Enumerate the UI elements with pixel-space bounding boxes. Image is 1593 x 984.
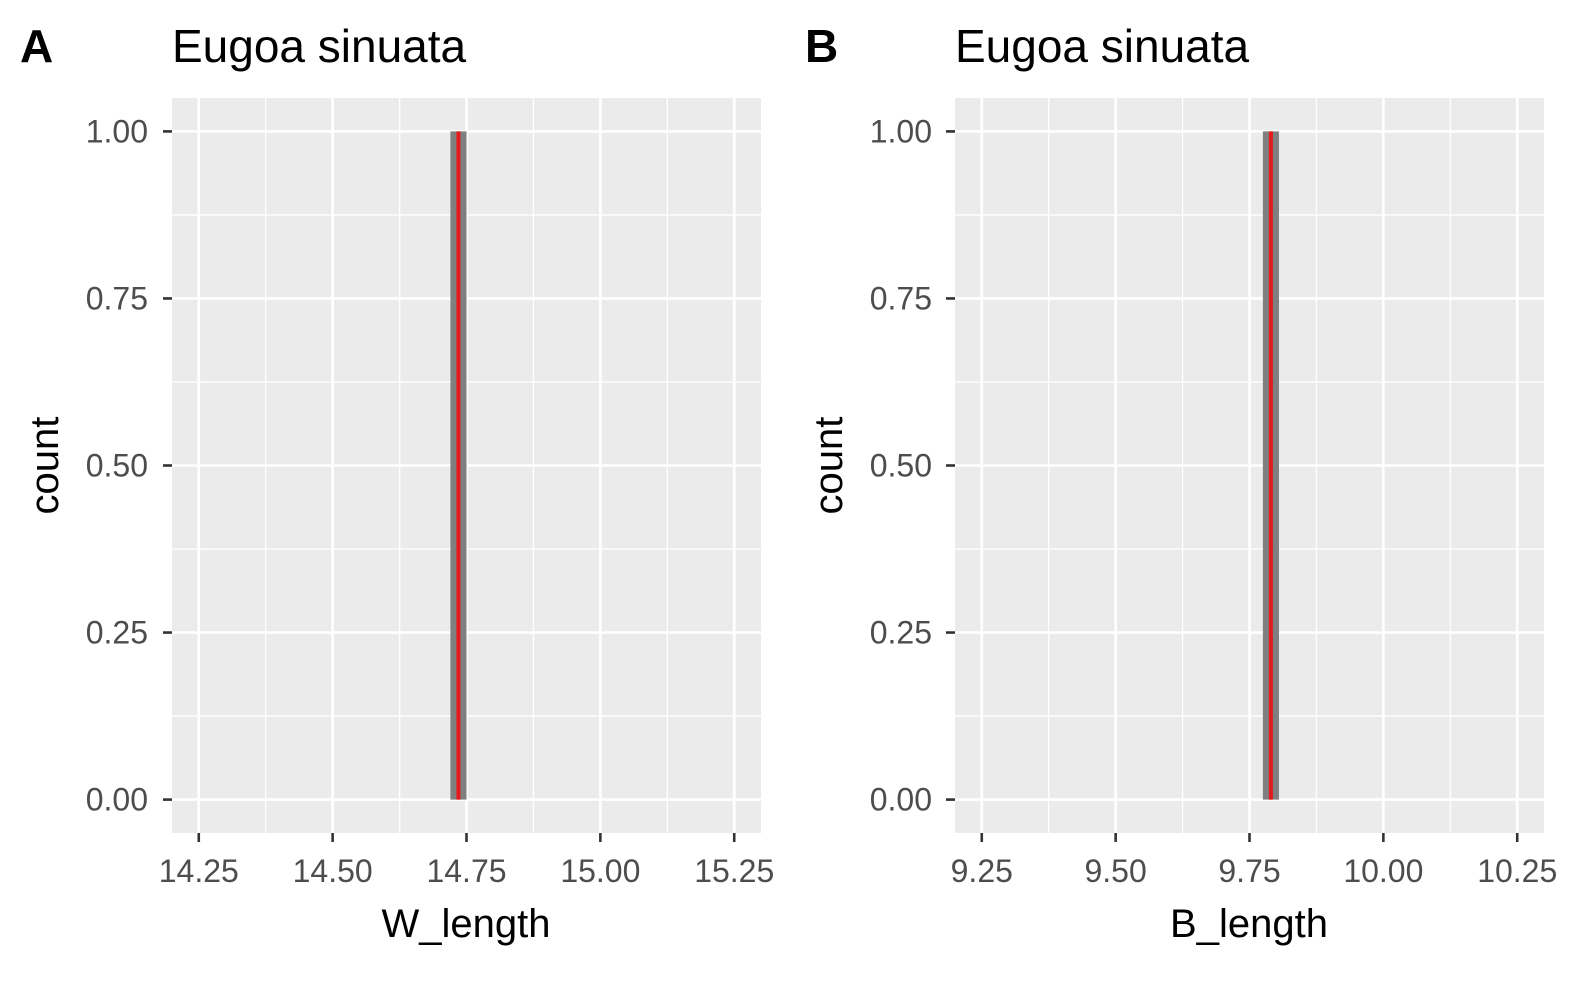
x-tick-label: 15.00	[560, 853, 640, 889]
y-tick-label: 1.00	[870, 113, 932, 149]
x-tick-label: 14.25	[159, 853, 239, 889]
y-tick-label: 0.50	[870, 448, 932, 484]
chart-panel-b: B Eugoa sinuata 0.00 0.25 0.50 0.75 1.00 9.25 9.…	[805, 20, 1557, 946]
y-tick-label: 0.25	[870, 615, 932, 651]
y-axis-title: count	[23, 417, 67, 515]
x-axis-title: W_length	[382, 902, 551, 946]
x-tick-label: 10.25	[1477, 853, 1557, 889]
chart-panel-a: A Eugoa sinuata 0.00 0.25 0.50 0.75 1.00 14.25 1…	[20, 20, 774, 946]
y-tick-label: 0.25	[86, 615, 148, 651]
panel-letter: B	[805, 20, 838, 72]
y-tick-label: 0.75	[86, 280, 148, 316]
y-tick-label: 0.50	[86, 448, 148, 484]
x-tick-label: 9.75	[1218, 853, 1280, 889]
x-tick-label: 14.75	[426, 853, 506, 889]
y-tick-label: 0.75	[870, 280, 932, 316]
chart-title: Eugoa sinuata	[955, 20, 1250, 72]
x-axis-title: B_length	[1170, 902, 1328, 946]
x-tick-label: 10.00	[1343, 853, 1423, 889]
y-tick-label: 1.00	[86, 113, 148, 149]
y-tick-label: 0.00	[86, 782, 148, 818]
y-tick-label: 0.00	[870, 782, 932, 818]
y-axis-title: count	[807, 417, 851, 515]
x-tick-label: 15.25	[694, 853, 774, 889]
chart-title: Eugoa sinuata	[172, 20, 467, 72]
panel-letter: A	[20, 20, 53, 72]
x-tick-label: 9.50	[1084, 853, 1146, 889]
x-tick-label: 14.50	[293, 853, 373, 889]
x-tick-label: 9.25	[951, 853, 1013, 889]
